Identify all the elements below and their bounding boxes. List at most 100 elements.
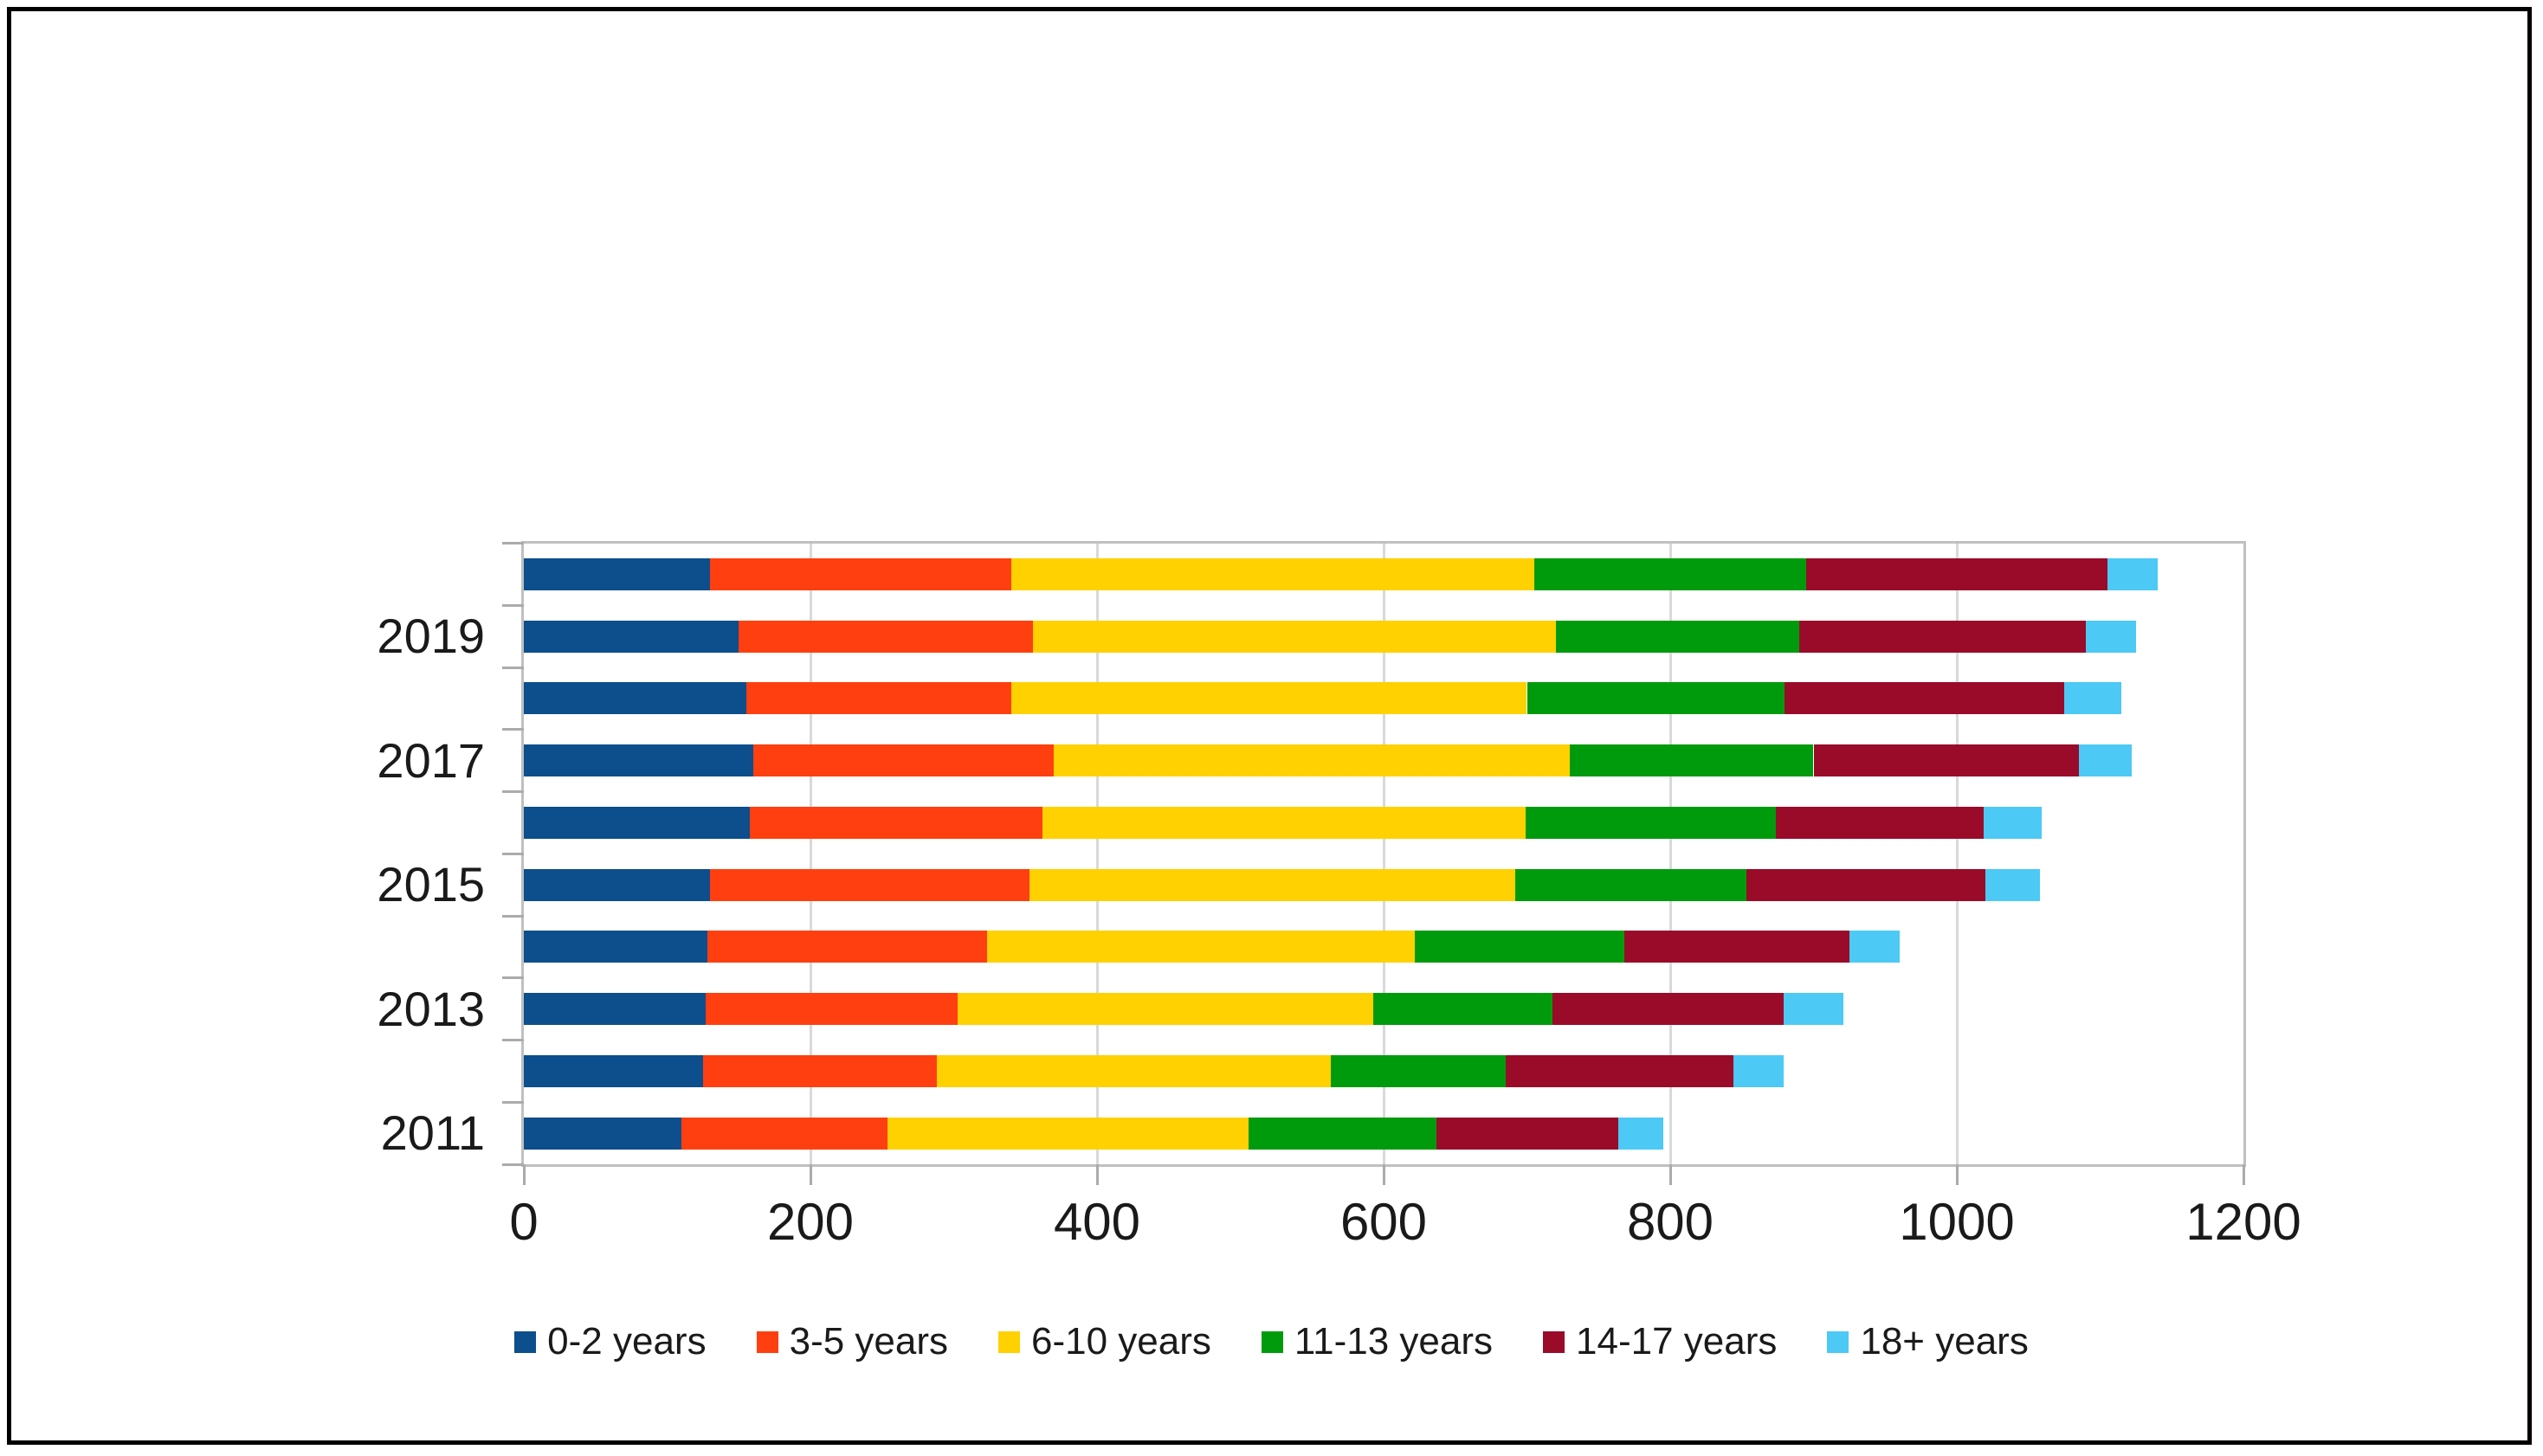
x-axis-label: 600 [1339,1193,1428,1251]
bar-segment [524,682,746,715]
bar-segment [1373,993,1553,1026]
bar-segment [1515,868,1746,901]
bar-segment [2064,682,2122,715]
bar-segment [1618,1117,1663,1150]
legend-label: 6-10 years [1031,1320,1211,1363]
bar-segment [702,1054,937,1087]
y-axis-label: 2013 [377,981,485,1036]
y-axis-tick [502,852,524,855]
bar-segment [524,993,707,1026]
bar-segment [1042,806,1526,839]
bar-segment [1798,620,2086,653]
legend-label: 3-5 years [789,1320,949,1363]
legend-label: 11-13 years [1294,1320,1493,1363]
legend-item: 14-17 years [1543,1321,1777,1363]
y-axis-tick [502,914,524,918]
bar-segment [1849,931,1900,963]
bar-segment [524,557,711,590]
bar-segment [1806,557,2107,590]
bar-segment [752,744,1055,777]
bar-segment [750,806,1043,839]
legend-item: 0-2 years [514,1320,707,1363]
x-axis-label: 1000 [1899,1193,2015,1251]
legend-swatch-icon [1827,1330,1849,1353]
bar-segment [1029,868,1516,901]
y-axis-tick [502,790,524,793]
bar-segment [1249,1117,1437,1150]
bar-segment [710,868,1030,901]
bar-segment [936,1054,1331,1087]
bar-segment [1555,620,1799,653]
bar-segment [706,993,958,1026]
y-axis-label: 2011 [380,1105,485,1161]
legend-swatch-icon [514,1330,537,1353]
gridline [809,543,812,1164]
bar-segment [524,744,753,777]
gridline [1668,543,1672,1164]
y-axis-tick [502,728,524,731]
x-axis-tick [1955,1164,1959,1185]
bar-segment [1330,1054,1506,1087]
x-axis-tick [1382,1164,1385,1185]
legend-swatch-icon [756,1330,778,1353]
y-axis-tick [502,666,524,669]
y-axis-tick [502,1039,524,1041]
bar-segment [1785,682,2065,715]
bar-segment [745,682,1011,715]
bar-segment [1776,806,1985,839]
bar-segment [1010,557,1534,590]
y-axis-tick [502,603,524,607]
bar-segment [1733,1054,1784,1087]
bar-segment [1054,744,1571,777]
bar-segment [1505,1054,1733,1087]
bar-segment [707,931,987,963]
y-axis-tick [502,976,524,980]
legend-label: 0-2 years [547,1320,707,1363]
bar-segment [1984,806,2042,839]
bar-segment [710,557,1011,590]
bar-segment [1032,620,1556,653]
bar-segment [1746,868,1986,901]
x-axis-tick [2242,1164,2245,1185]
bar-segment [1436,1117,1619,1150]
bar-segment [1985,868,2040,901]
bar-segment [524,868,711,901]
x-axis-tick [1095,1164,1099,1185]
bar-segment [1525,806,1777,839]
bar-segment [1533,557,1807,590]
bar-segment [524,806,751,839]
x-axis-tick [1668,1164,1672,1185]
bar-segment [1570,744,1814,777]
bar-segment [524,1054,703,1087]
y-axis-label: 2019 [377,609,485,664]
gridline [1382,543,1385,1164]
bar-segment [2078,744,2132,777]
bar-segment [887,1117,1249,1150]
x-axis-tick [809,1164,812,1185]
legend-label: 18+ years [1860,1320,2029,1363]
bar-segment [1010,682,1527,715]
bar-segment [1783,993,1844,1026]
legend-label: 14-17 years [1576,1320,1778,1363]
legend-swatch-icon [1261,1330,1283,1353]
bar-segment [986,931,1416,963]
bar-segment [958,993,1374,1026]
y-axis-label: 2015 [377,857,485,912]
y-axis-tick [502,1100,524,1104]
x-axis-label: 1200 [2185,1193,2301,1251]
bar-segment [1813,744,2079,777]
bar-segment [681,1117,888,1150]
bar-segment [1415,931,1625,963]
bar-segment [2085,620,2136,653]
bar-segment [1526,682,1785,715]
legend-item: 18+ years [1827,1320,2029,1363]
bar-segment [524,620,739,653]
x-axis-tick [522,1164,526,1185]
gridline [1955,543,1959,1164]
bar-segment [524,931,707,963]
x-axis-label: 200 [766,1193,855,1251]
bar-segment [739,620,1033,653]
legend-item: 3-5 years [756,1320,949,1363]
